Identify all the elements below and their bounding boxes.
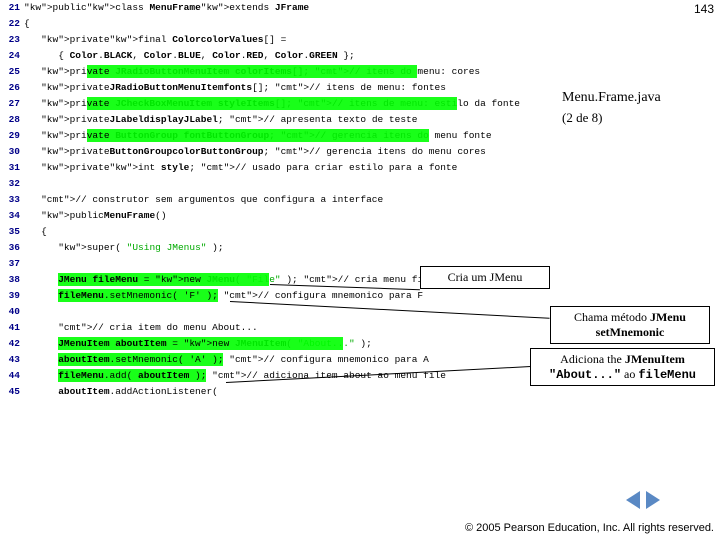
nav-buttons bbox=[626, 491, 660, 514]
code-line: 26 "kw">private JRadioButtonMenuItem fon… bbox=[0, 80, 520, 96]
annotation-setmnemonic: Chama método JMenu setMnemonic bbox=[550, 306, 710, 344]
code-line: 21"kw">public "kw">class MenuFrame "kw">… bbox=[0, 0, 520, 16]
code-line: 41 "cmt">// cria item do menu About... bbox=[0, 320, 520, 336]
code-line: 43 aboutItem.setMnemonic( 'A' ); "cmt">/… bbox=[0, 352, 520, 368]
annotation-add-about: Adiciona the JMenuItem "About..." ao fil… bbox=[530, 348, 715, 386]
nav-next-icon[interactable] bbox=[646, 491, 660, 509]
page-number: 143 bbox=[694, 2, 714, 16]
file-part: (2 de 8) bbox=[562, 110, 661, 126]
annotation-create-jmenu: Cria um JMenu bbox=[420, 266, 550, 289]
code-line: 30 "kw">private ButtonGroup colorButtonG… bbox=[0, 144, 520, 160]
code-line: 45 aboutItem.addActionListener( bbox=[0, 384, 520, 400]
code-line: 42 JMenuItem aboutItem = "kw">new JMenuI… bbox=[0, 336, 520, 352]
file-title: Menu.Frame.java bbox=[562, 90, 661, 106]
code-line: 24 { Color.BLACK, Color.BLUE, Color.RED,… bbox=[0, 48, 520, 64]
code-line: 22{ bbox=[0, 16, 520, 32]
code-line: 27 "kw">private JCheckBoxMenuItem styleI… bbox=[0, 96, 520, 112]
code-line: 23 "kw">private "kw">final Color colorVa… bbox=[0, 32, 520, 48]
code-line: 28 "kw">private JLabel displayJLabel; "c… bbox=[0, 112, 520, 128]
code-line: 32 bbox=[0, 176, 520, 192]
code-line: 34 "kw">public MenuFrame() bbox=[0, 208, 520, 224]
code-line: 29 "kw">private ButtonGroup fontButtonGr… bbox=[0, 128, 520, 144]
file-info: Menu.Frame.java (2 de 8) bbox=[562, 90, 661, 126]
code-line: 44 fileMenu.add( aboutItem ); "cmt">// a… bbox=[0, 368, 520, 384]
code-line: 36 "kw">super( "Using JMenus" ); bbox=[0, 240, 520, 256]
copyright: © 2005 Pearson Education, Inc. All right… bbox=[465, 522, 714, 534]
nav-prev-icon[interactable] bbox=[626, 491, 640, 509]
code-line: 31 "kw">private "kw">int style; "cmt">//… bbox=[0, 160, 520, 176]
code-line: 33 "cmt">// construtor sem argumentos qu… bbox=[0, 192, 520, 208]
code-line: 25 "kw">private JRadioButtonMenuItem col… bbox=[0, 64, 520, 80]
code-line: 35 { bbox=[0, 224, 520, 240]
code-editor: 21"kw">public "kw">class MenuFrame "kw">… bbox=[0, 0, 520, 430]
